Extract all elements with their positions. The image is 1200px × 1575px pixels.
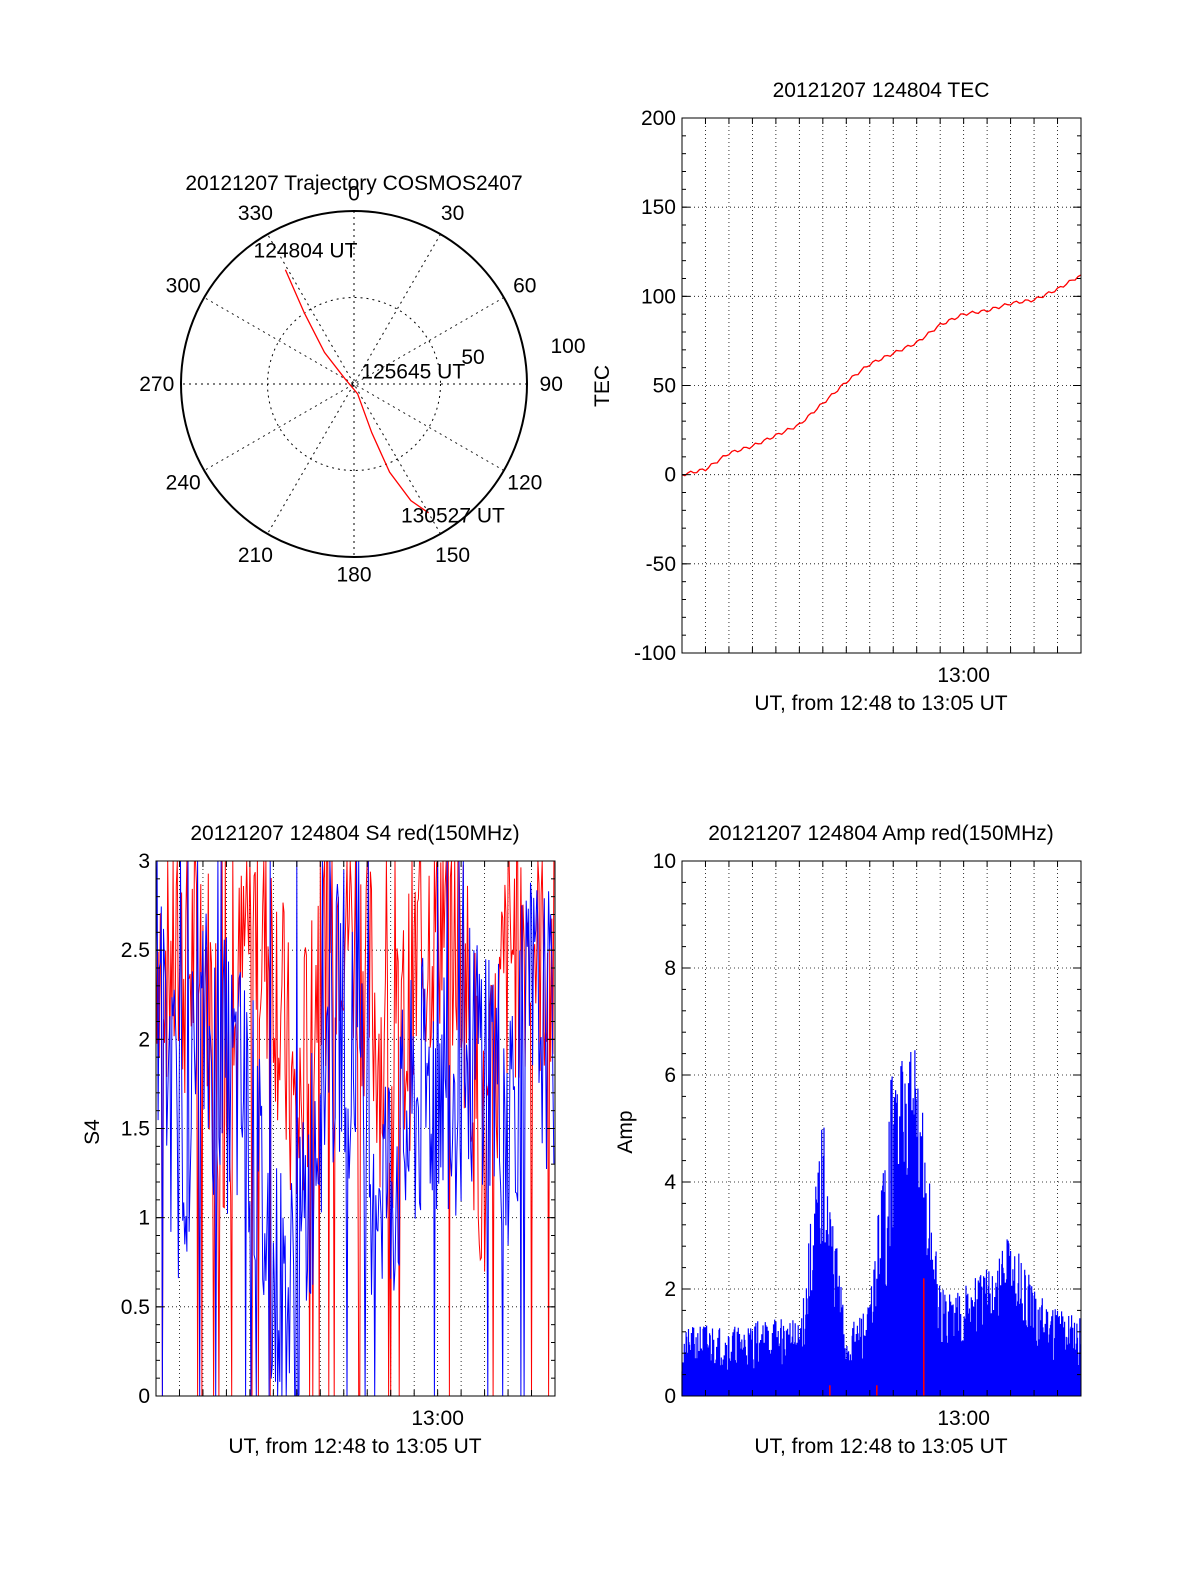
y-tick-label: 3 — [138, 850, 150, 873]
polar-grid-spoke — [267, 233, 441, 535]
y-tick-label: 10 — [653, 850, 676, 873]
s4-blue-series — [156, 861, 555, 1396]
y-tick-label: 1.5 — [121, 1118, 150, 1141]
tec-plot-frame — [681, 117, 1082, 654]
polar-angle-label: 330 — [238, 202, 273, 225]
polar-angle-label: 270 — [139, 373, 174, 396]
y-tick-label: 4 — [664, 1171, 676, 1194]
tec-chart: 20121207 124804 TEC -100 -50 0 50 100 150 200 1… — [591, 79, 1082, 715]
amp-x-axis-label: UT, from 12:48 to 13:05 UT — [754, 1435, 1007, 1458]
s4-x-axis-label: UT, from 12:48 to 13:05 UT — [228, 1435, 481, 1458]
polar-trajectory-chart: 20121207 Trajectory COSMOS2407 0 30 60 90 12… — [139, 172, 585, 586]
y-tick-label: 2.5 — [121, 939, 150, 962]
tec-series-line — [681, 274, 1082, 477]
s4-title: 20121207 124804 S4 red(150MHz) — [190, 822, 519, 845]
amp-plot-frame — [681, 860, 1082, 1397]
amp-blue-series — [681, 1050, 1081, 1396]
tec-ticks: -100 -50 0 50 100 150 200 13:00 — [634, 107, 1082, 687]
polar-grid-ring-50 — [267, 297, 441, 471]
polar-grid-spoke — [203, 297, 505, 471]
polar-series — [284, 269, 429, 514]
s4-y-axis-label: S4 — [81, 1119, 104, 1145]
s4-series — [156, 861, 555, 1396]
polar-annotations: 124804 UT 125645 UT 130527 UT — [254, 240, 506, 528]
y-tick-label: 100 — [641, 285, 676, 308]
polar-title: 20121207 Trajectory COSMOS2407 — [185, 172, 522, 195]
polar-angle-label: 120 — [507, 472, 542, 495]
y-tick-label: 2 — [664, 1278, 676, 1301]
amp-series — [681, 1050, 1081, 1396]
polar-angle-labels: 0 30 60 90 120 150 180 210 240 270 300 330 — [139, 183, 563, 587]
tec-series — [681, 274, 1082, 477]
polar-time-annotation: 130527 UT — [401, 504, 505, 527]
polar-grid-spoke — [267, 233, 441, 535]
y-tick-label: 0 — [664, 464, 676, 487]
s4-chart: 20121207 124804 S4 red(150MHz) 0 0.5 1 1.5 2… — [81, 822, 556, 1458]
y-tick-label: 200 — [641, 107, 676, 130]
polar-time-annotation: 125645 UT — [361, 360, 465, 383]
s4-plot-frame — [155, 860, 556, 1397]
amp-chart: 20121207 124804 Amp red(150MHz) 0 2 4 6 8 10 1… — [614, 822, 1082, 1458]
y-tick-label: 6 — [664, 1064, 676, 1087]
x-tick-label: 13:00 — [937, 1407, 990, 1430]
tec-grid — [682, 118, 1081, 653]
radius-label-50: 50 — [461, 346, 484, 369]
x-tick-label: 13:00 — [937, 664, 990, 687]
radius-label-100: 100 — [550, 335, 585, 358]
amp-y-axis-label: Amp — [614, 1110, 637, 1153]
amp-title: 20121207 124804 Amp red(150MHz) — [708, 822, 1054, 845]
amp-ticks: 0 2 4 6 8 10 13:00 — [653, 850, 1082, 1430]
polar-angle-label: 30 — [441, 202, 464, 225]
polar-angle-label: 210 — [238, 544, 273, 567]
y-tick-label: 0 — [664, 1385, 676, 1408]
y-tick-label: 8 — [664, 957, 676, 980]
polar-angle-label: 90 — [540, 373, 563, 396]
y-tick-label: 50 — [653, 375, 676, 398]
polar-angle-label: 150 — [435, 544, 470, 567]
x-tick-label: 13:00 — [411, 1407, 464, 1430]
polar-angle-label: 240 — [166, 472, 201, 495]
tec-y-axis-label: TEC — [591, 365, 614, 407]
tec-x-axis-label: UT, from 12:48 to 13:05 UT — [754, 692, 1007, 715]
polar-grid — [181, 211, 527, 557]
polar-grid-spoke — [203, 297, 505, 471]
y-tick-label: 150 — [641, 196, 676, 219]
polar-outer-circle — [180, 210, 528, 558]
polar-trajectory-line — [284, 269, 429, 514]
polar-angle-label: 60 — [513, 274, 536, 297]
polar-angle-label: 0 — [348, 183, 360, 206]
polar-angle-label: 300 — [166, 274, 201, 297]
y-tick-label: 0 — [138, 1385, 150, 1408]
polar-time-annotation: 124804 UT — [254, 240, 358, 263]
s4-ticks: 0 0.5 1 1.5 2 2.5 3 13:00 — [121, 850, 556, 1430]
y-tick-label: 1 — [138, 1207, 150, 1230]
y-tick-label: -50 — [646, 553, 676, 576]
y-tick-label: -100 — [634, 642, 676, 665]
y-tick-label: 2 — [138, 1028, 150, 1051]
tec-title: 20121207 124804 TEC — [773, 79, 990, 102]
polar-angle-label: 180 — [336, 563, 371, 586]
s4-red-series — [156, 861, 555, 1396]
y-tick-label: 0.5 — [121, 1296, 150, 1319]
